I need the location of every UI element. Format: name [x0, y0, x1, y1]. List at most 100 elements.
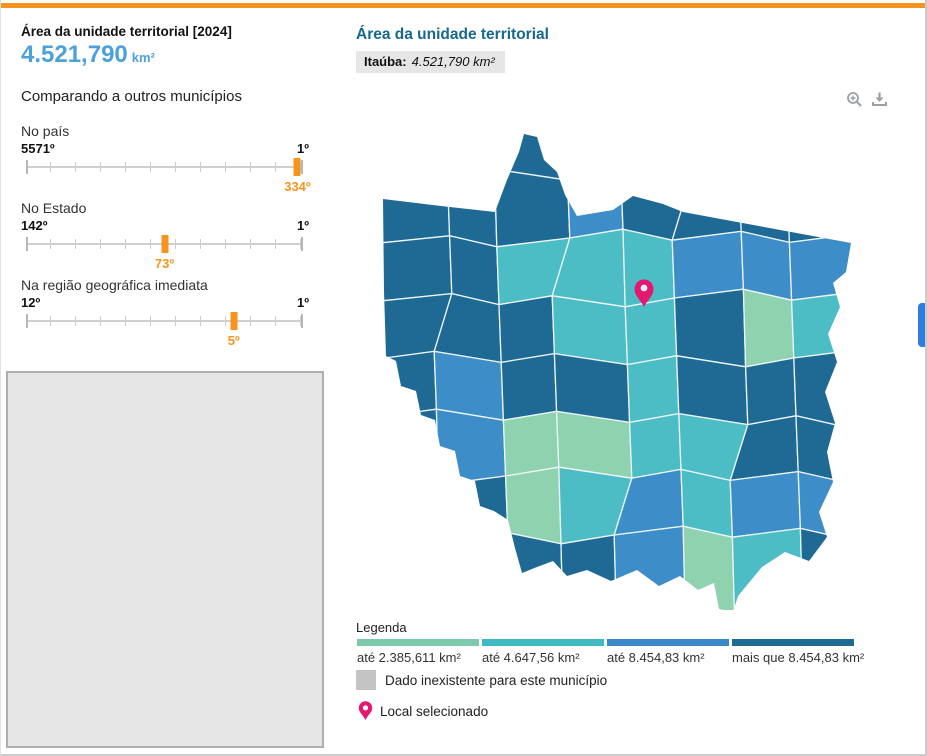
municipality-cell[interactable]: [566, 170, 624, 239]
municipality-cell[interactable]: [435, 408, 507, 486]
slider-label: No país: [21, 123, 70, 139]
slider-min-label: 142º: [21, 218, 48, 233]
slider-label: No Estado: [21, 200, 87, 216]
slider-label: Na região geográfica imediata: [21, 277, 208, 293]
empty-chart-placeholder: [6, 371, 324, 748]
rank-slider-country[interactable]: No país 5571º 1º 334º: [21, 123, 311, 195]
no-data-swatch: [356, 670, 376, 690]
slider-line: [26, 166, 303, 168]
municipality-cell[interactable]: [853, 120, 921, 187]
municipality-cell[interactable]: [857, 234, 921, 303]
slider-max-label: 1º: [297, 218, 309, 233]
map-toolbar: [846, 91, 888, 108]
municipality-cell[interactable]: [673, 288, 747, 368]
municipality-cell[interactable]: [381, 408, 440, 486]
map-tooltip: Itaúba: 4.521,790 km²: [356, 51, 505, 73]
slider-min-label: 12º: [21, 295, 41, 310]
municipality-cell[interactable]: [381, 350, 438, 419]
slider-line: [26, 320, 303, 322]
municipality-cell[interactable]: [493, 168, 571, 248]
legend-class-2[interactable]: até 4.647,56 km²: [482, 639, 604, 665]
municipality-cell[interactable]: [671, 172, 742, 241]
slider-track[interactable]: 73º: [26, 235, 303, 271]
municipality-cell[interactable]: [744, 357, 797, 426]
municipality-cell[interactable]: [731, 527, 804, 612]
municipality-cell[interactable]: [686, 120, 740, 184]
municipality-cell[interactable]: [444, 120, 496, 179]
indicator-value: 4.521,790 km²: [21, 41, 155, 69]
municipality-cell[interactable]: [489, 532, 564, 612]
slider-value: 334º: [284, 179, 311, 194]
slider-marker[interactable]: [230, 312, 238, 330]
municipality-cell[interactable]: [381, 120, 449, 188]
slider-track[interactable]: 5º: [26, 312, 303, 348]
no-data-label: Dado inexistente para este município: [385, 672, 608, 688]
slider-max-label: 1º: [297, 141, 309, 156]
municipality-cell[interactable]: [671, 230, 745, 299]
legend-swatch: [607, 639, 729, 646]
municipality-cell[interactable]: [560, 534, 618, 612]
municipality-cell[interactable]: [626, 355, 680, 424]
legend-class-1[interactable]: até 2.385,611 km²: [357, 639, 479, 665]
municipality-cell[interactable]: [786, 175, 857, 244]
municipality-cell[interactable]: [381, 235, 453, 304]
municipality-cell[interactable]: [799, 527, 851, 612]
legend-swatch: [357, 639, 479, 646]
selected-location-pin[interactable]: [634, 279, 654, 308]
municipality-cell[interactable]: [624, 297, 678, 366]
municipality-cell[interactable]: [433, 350, 505, 421]
municipality-cell[interactable]: [788, 232, 859, 301]
municipality-cell[interactable]: [736, 120, 806, 186]
feedback-side-tab[interactable]: [918, 303, 925, 347]
slider-marker[interactable]: [293, 158, 301, 176]
municipality-cell[interactable]: [437, 475, 509, 543]
legend-class-4[interactable]: mais que 8.454,83 km²: [732, 639, 864, 665]
municipality-cell[interactable]: [446, 168, 498, 248]
municipality-cell[interactable]: [843, 417, 921, 484]
municipality-cell[interactable]: [500, 352, 558, 421]
municipality-cell[interactable]: [793, 348, 862, 428]
mato-grosso-map-svg[interactable]: [381, 120, 921, 612]
legend-class-3[interactable]: até 8.454,83 km²: [607, 639, 729, 665]
municipality-cell[interactable]: [786, 120, 855, 186]
location-pin-icon: [358, 701, 373, 720]
municipality-cell[interactable]: [790, 290, 862, 359]
municipality-cell[interactable]: [553, 352, 631, 424]
municipality-cell[interactable]: [498, 295, 556, 364]
municipality-cell[interactable]: [860, 291, 921, 360]
compare-heading: Comparando a outros municípios: [21, 88, 242, 105]
municipality-cell[interactable]: [502, 410, 560, 477]
municipality-cell[interactable]: [729, 470, 802, 538]
slider-min-label: 5571º: [21, 141, 55, 156]
municipality-cell[interactable]: [491, 120, 569, 181]
municipality-cell[interactable]: [381, 177, 451, 246]
municipality-cell[interactable]: [613, 525, 687, 612]
municipality-cell[interactable]: [381, 473, 442, 543]
municipality-cell[interactable]: [682, 525, 736, 612]
municipality-cell[interactable]: [551, 295, 629, 366]
rank-slider-immediate-region[interactable]: Na região geográfica imediata 12º 1º 5º: [21, 277, 311, 349]
slider-marker[interactable]: [161, 235, 168, 253]
municipality-cell[interactable]: [855, 176, 921, 245]
municipality-cell[interactable]: [845, 473, 921, 541]
slider-max-label: 1º: [297, 295, 309, 310]
legend-selected-place: Local selecionado: [358, 701, 488, 721]
legend-bars: até 2.385,611 km² até 4.647,56 km² até 8…: [357, 639, 864, 665]
municipality-cell[interactable]: [742, 288, 795, 368]
municipality-cell[interactable]: [381, 529, 444, 612]
municipality-cell[interactable]: [847, 529, 921, 612]
municipality-cell[interactable]: [617, 120, 691, 184]
map-title: Área da unidade territorial: [356, 26, 549, 43]
choropleth-map[interactable]: [381, 120, 921, 612]
municipality-cell[interactable]: [440, 532, 509, 612]
slider-track[interactable]: 334º: [26, 158, 311, 194]
zoom-in-icon[interactable]: [846, 91, 863, 108]
municipality-cell[interactable]: [564, 120, 622, 181]
municipality-cell[interactable]: [628, 412, 682, 479]
municipality-cell[interactable]: [504, 466, 562, 545]
rank-slider-state[interactable]: No Estado 142º 1º 73º: [21, 200, 311, 272]
municipality-cell[interactable]: [675, 355, 749, 426]
municipality-cell[interactable]: [843, 348, 921, 428]
download-icon[interactable]: [871, 91, 888, 108]
